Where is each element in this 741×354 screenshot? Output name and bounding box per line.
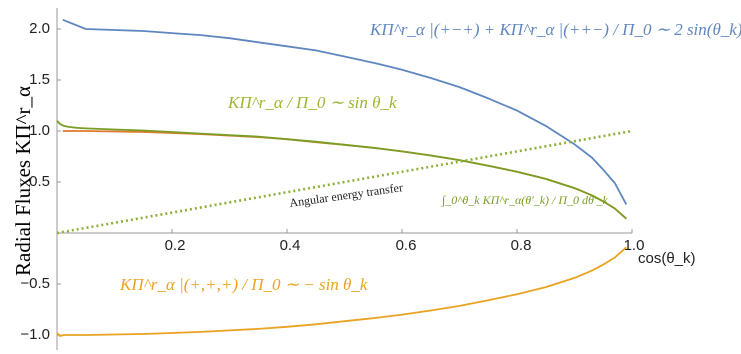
transfer-formula: ∫_0^θ_k KΠ^r_α(θ'_k) / Π_0 dθ'_k [441,193,609,207]
transfer-label: Angular energy transfer [288,180,403,210]
x-tick-labels: 0.2 0.4 0.6 0.8 1.0 [165,237,645,254]
y-tick-label: 0.5 [29,173,50,190]
series-line-0 [62,18,628,205]
green-orange-formula-text: KΠ^r_α / Π_0 ∼ sin θ_k [227,93,397,112]
x-tick-label: 0.6 [396,237,417,254]
blue-formula-text: KΠ^r_α |(+−+) + KΠ^r_α |(++−) / Π_0 ∼ 2 … [369,20,741,39]
x-tick-label: 0.2 [165,237,186,254]
y-tick-label: 1.5 [29,71,50,88]
y-tick-label: −0.5 [20,275,50,292]
green-orange-formula-annotation: KΠ^r_α / Π_0 ∼ sin θ_k [227,93,397,112]
x-tick-label: 0.8 [511,237,532,254]
x-axis-label: cos(θ_k) [638,250,696,267]
y-tick-label: −1.0 [20,326,50,343]
tick-marks [57,28,633,336]
y-tick-label: 1.0 [29,122,50,139]
x-tick-label: 1.0 [624,237,645,254]
y-axis-label: Radial Fluxes KΠ^r_α [11,86,35,276]
blue-formula-annotation: KΠ^r_α |(+−+) + KΠ^r_α |(++−) / Π_0 ∼ 2 … [369,20,741,39]
series-line-2 [56,120,627,220]
yellow-formula-text: KΠ^r_α |(+,+,+) / Π_0 ∼ − sin θ_k [119,275,368,294]
y-tick-labels: −1.0 −0.5 0.5 1.0 1.5 2.0 [20,20,50,343]
series-line-4 [56,129,633,235]
x-tick-label: 0.4 [280,237,301,254]
yellow-formula-annotation: KΠ^r_α |(+,+,+) / Π_0 ∼ − sin θ_k [119,275,368,294]
y-tick-label: 2.0 [29,20,50,37]
series-line-3 [56,246,627,337]
series-group [56,18,633,337]
